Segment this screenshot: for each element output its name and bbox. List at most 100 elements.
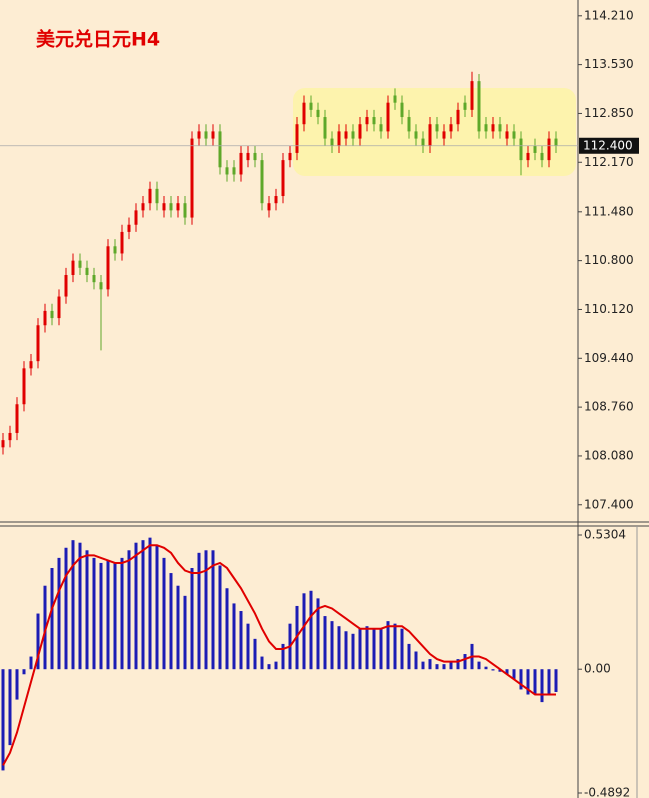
macd-bar bbox=[407, 643, 411, 670]
candle-body bbox=[463, 102, 467, 110]
highlight-box bbox=[293, 88, 576, 176]
macd-bar bbox=[526, 669, 530, 695]
candle-body bbox=[414, 131, 418, 139]
macd-bar bbox=[274, 661, 278, 670]
candle-body bbox=[36, 325, 40, 362]
macd-bar bbox=[281, 643, 285, 670]
candle-body bbox=[57, 296, 61, 319]
candle-body bbox=[358, 124, 362, 139]
candle-body bbox=[533, 145, 537, 153]
macd-bar bbox=[302, 593, 306, 670]
candle-body bbox=[295, 124, 299, 153]
candle-body bbox=[50, 310, 54, 319]
candle-body bbox=[106, 246, 110, 290]
candle-body bbox=[337, 131, 341, 146]
macd-bar bbox=[554, 669, 558, 692]
candle-body bbox=[134, 210, 138, 225]
macd-bar bbox=[351, 633, 355, 670]
macd-bar bbox=[484, 666, 488, 670]
candle-body bbox=[274, 196, 278, 204]
candle-body bbox=[92, 275, 96, 283]
candle-body bbox=[127, 224, 131, 232]
macd-bar bbox=[176, 585, 180, 670]
macd-bar bbox=[344, 631, 348, 670]
macd-bar bbox=[533, 669, 537, 695]
macd-bar bbox=[197, 552, 201, 670]
candle-body bbox=[372, 117, 376, 125]
candle-body bbox=[169, 203, 173, 211]
candle-body bbox=[505, 131, 509, 139]
candle-body bbox=[554, 138, 558, 146]
macd-bar bbox=[99, 562, 103, 670]
macd-bar bbox=[253, 638, 257, 670]
macd-bar bbox=[113, 562, 117, 670]
candle-body bbox=[162, 203, 166, 211]
macd-bar bbox=[547, 669, 551, 695]
candle-body bbox=[316, 109, 320, 118]
macd-bar bbox=[519, 669, 523, 690]
macd-bar bbox=[148, 537, 152, 670]
macd-bar bbox=[386, 621, 390, 670]
macd-bar bbox=[162, 557, 166, 670]
candle-body bbox=[267, 203, 271, 211]
candle-body bbox=[15, 404, 19, 433]
macd-bar bbox=[358, 628, 362, 670]
candle-body bbox=[78, 260, 82, 268]
candle-body bbox=[8, 432, 12, 441]
macd-bar bbox=[232, 603, 236, 670]
candle-body bbox=[491, 124, 495, 132]
candle-body bbox=[421, 138, 425, 146]
candle-body bbox=[260, 160, 264, 204]
y-tick-label: 107.400 bbox=[584, 497, 634, 511]
candle-body bbox=[519, 138, 523, 161]
macd-bar bbox=[393, 623, 397, 670]
candle-body bbox=[526, 152, 530, 161]
candle-body bbox=[540, 152, 544, 161]
y-tick-label: 112.170 bbox=[584, 155, 634, 169]
candle-body bbox=[211, 131, 215, 139]
macd-bar bbox=[316, 598, 320, 670]
macd-bar bbox=[379, 628, 383, 670]
macd-bar bbox=[428, 659, 432, 670]
macd-bar bbox=[456, 659, 460, 670]
candle-body bbox=[85, 267, 89, 276]
candle-body bbox=[204, 131, 208, 139]
candle-body bbox=[190, 138, 194, 218]
y-tick-label: 113.530 bbox=[584, 57, 634, 71]
y-tick-label: 109.440 bbox=[584, 351, 634, 365]
macd-bar bbox=[57, 557, 61, 670]
y-tick-label: 114.210 bbox=[584, 8, 634, 22]
candle-body bbox=[43, 310, 47, 326]
macd-bar bbox=[211, 550, 215, 670]
macd-bar bbox=[540, 669, 544, 703]
y-tick-label: 110.120 bbox=[584, 302, 634, 316]
macd-bar bbox=[155, 545, 159, 670]
candle-body bbox=[99, 282, 103, 290]
candle-body bbox=[435, 124, 439, 132]
chart-title: 美元兑日元H4 bbox=[36, 28, 160, 51]
candle-body bbox=[253, 152, 257, 161]
macd-bar bbox=[169, 573, 173, 670]
macd-bar bbox=[78, 542, 82, 670]
y-tick-label: 110.800 bbox=[584, 253, 634, 267]
candle-body bbox=[407, 117, 411, 132]
candle-body bbox=[456, 109, 460, 125]
macd-bar bbox=[8, 669, 12, 746]
candle-body bbox=[386, 102, 390, 132]
macd-bar bbox=[414, 651, 418, 670]
macd-bar bbox=[498, 669, 502, 672]
macd-bar bbox=[505, 669, 509, 675]
candle-body bbox=[365, 117, 369, 125]
macd-bar bbox=[36, 613, 40, 670]
y-tick-label: 0.00 bbox=[584, 662, 611, 676]
macd-bar bbox=[330, 621, 334, 670]
macd-bar bbox=[400, 628, 404, 670]
signal-line bbox=[2, 544, 556, 766]
candle-body bbox=[113, 246, 117, 254]
macd-bar bbox=[421, 661, 425, 670]
candle-body bbox=[309, 102, 313, 110]
macd-bar bbox=[141, 540, 145, 670]
macd-bar bbox=[1, 669, 5, 771]
macd-bar bbox=[218, 565, 222, 670]
